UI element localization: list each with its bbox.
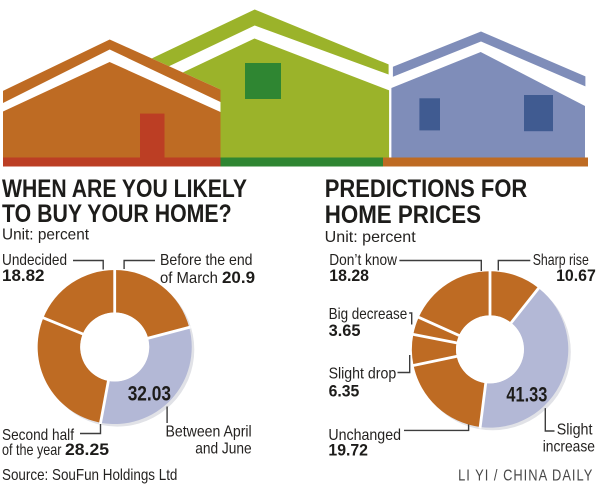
svg-text:41.33: 41.33	[506, 383, 547, 406]
svg-text:WHEN ARE YOU LIKELY: WHEN ARE YOU LIKELY	[2, 175, 247, 203]
svg-text:Slight: Slight	[557, 421, 593, 438]
svg-text:Second half: Second half	[2, 427, 74, 444]
svg-text:Before the end: Before the end	[160, 252, 253, 269]
svg-text:Unit: percent: Unit: percent	[325, 229, 417, 246]
svg-text:3.65: 3.65	[329, 321, 361, 340]
svg-text:of the year 28.25: of the year 28.25	[2, 440, 109, 459]
svg-text:LI YI / CHINA DAILY: LI YI / CHINA DAILY	[458, 467, 593, 484]
svg-text:Big decrease: Big decrease	[329, 306, 408, 323]
svg-text:TO BUY YOUR HOME?: TO BUY YOUR HOME?	[2, 200, 232, 228]
svg-text:32.03: 32.03	[128, 382, 171, 405]
svg-text:Between April: Between April	[166, 423, 252, 440]
svg-text:Unit: percent: Unit: percent	[2, 227, 90, 244]
svg-text:18.82: 18.82	[2, 266, 45, 285]
svg-text:Sharp rise: Sharp rise	[533, 252, 589, 269]
svg-text:10.67: 10.67	[556, 266, 596, 285]
svg-text:Unchanged: Unchanged	[328, 427, 401, 444]
svg-text:Source: SouFun Holdings Ltd: Source: SouFun Holdings Ltd	[2, 467, 177, 484]
svg-text:HOME PRICES: HOME PRICES	[325, 201, 481, 229]
svg-text:Slight drop: Slight drop	[329, 366, 397, 383]
svg-text:of March 20.9: of March 20.9	[160, 268, 255, 287]
svg-text:18.28: 18.28	[329, 266, 369, 285]
svg-text:increase: increase	[543, 438, 595, 455]
svg-text:19.72: 19.72	[328, 441, 368, 460]
svg-text:PREDICTIONS FOR: PREDICTIONS FOR	[325, 175, 528, 203]
svg-text:and June: and June	[195, 441, 252, 458]
svg-text:Undecided: Undecided	[2, 252, 67, 269]
svg-text:Don’t know: Don’t know	[329, 252, 397, 269]
svg-text:6.35: 6.35	[329, 382, 360, 401]
